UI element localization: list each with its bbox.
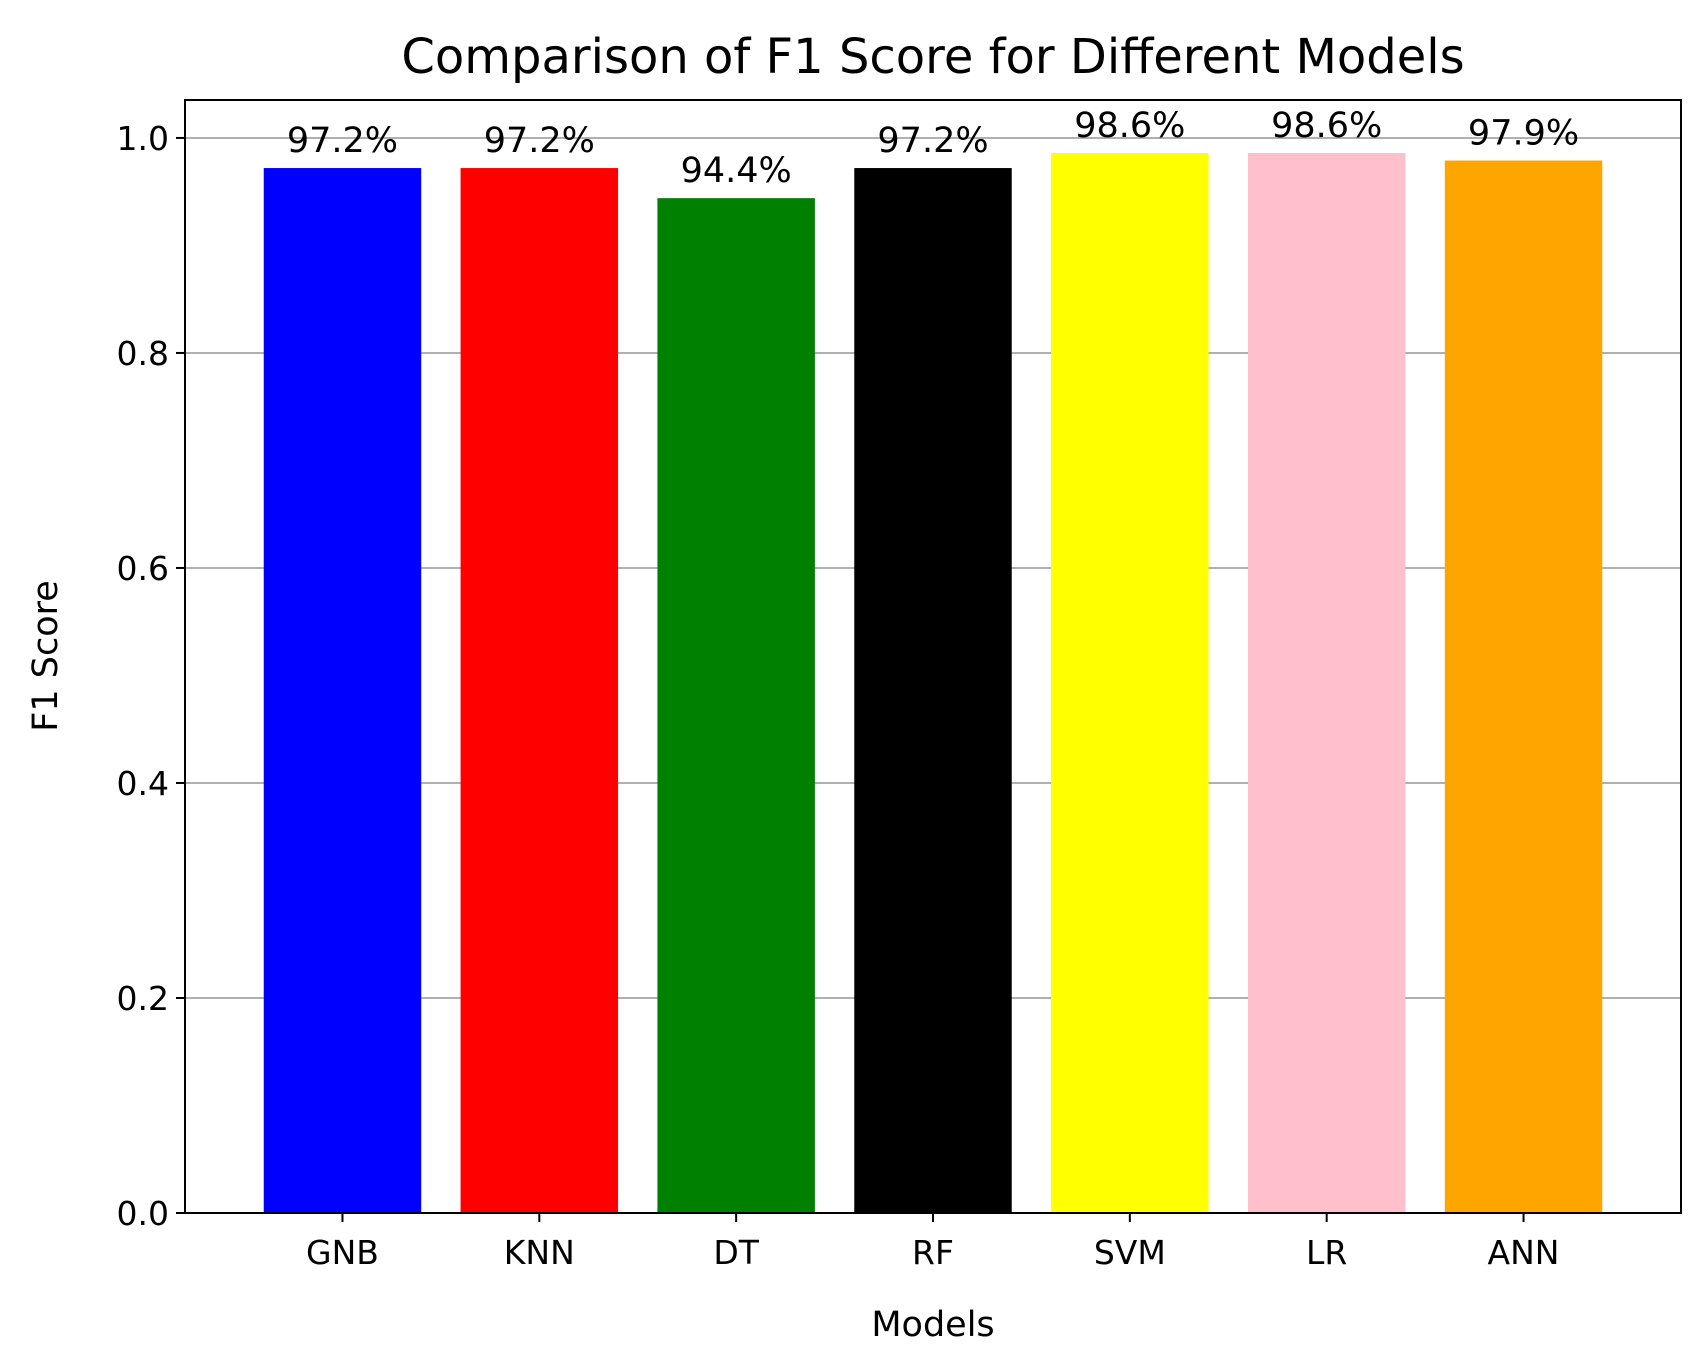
x-tick-label-svm: SVM [1094, 1233, 1166, 1272]
chart-title: Comparison of F1 Score for Different Mod… [401, 29, 1464, 85]
y-tick-label: 0.8 [117, 334, 169, 373]
x-tick-label-rf: RF [912, 1233, 954, 1272]
data-label-lr: 98.6% [1271, 106, 1382, 146]
y-tick-label: 0.2 [117, 979, 169, 1018]
data-label-rf: 97.2% [877, 121, 988, 161]
data-label-knn: 97.2% [484, 121, 595, 161]
x-tick-label-ann: ANN [1488, 1233, 1560, 1272]
y-tick-label: 0.4 [117, 764, 169, 803]
y-tick-label: 0.6 [117, 549, 169, 588]
data-labels-layer: 97.2% 97.2% 94.4% 97.2% 98.6% 98.6% 97.9% [287, 106, 1579, 191]
bar-lr [1247, 153, 1406, 1213]
x-tick-label-gnb: GNB [306, 1233, 379, 1272]
bar-ann [1444, 160, 1603, 1213]
x-tick-label-knn: KNN [504, 1233, 575, 1272]
ticks-layer: 0.0 0.2 0.4 0.6 0.8 1.0 GNB KNN DT RF SVM LR ANN [117, 119, 1560, 1272]
y-tick-label: 0.0 [117, 1194, 169, 1233]
data-label-gnb: 97.2% [287, 121, 398, 161]
data-label-svm: 98.6% [1074, 106, 1185, 146]
data-label-dt: 94.4% [681, 151, 792, 191]
x-tick-label-dt: DT [713, 1233, 759, 1272]
x-tick-label-lr: LR [1306, 1233, 1347, 1272]
bar-svm [1051, 153, 1209, 1213]
y-tick-label: 1.0 [117, 119, 169, 158]
x-axis-title: Models [871, 1305, 994, 1345]
bars-layer [263, 153, 1603, 1214]
bar-knn [460, 168, 619, 1214]
bar-gnb [263, 168, 422, 1214]
bar-dt [657, 198, 815, 1214]
bar-rf [854, 168, 1012, 1214]
y-axis-title: F1 Score [26, 580, 66, 732]
data-label-ann: 97.9% [1468, 114, 1579, 154]
